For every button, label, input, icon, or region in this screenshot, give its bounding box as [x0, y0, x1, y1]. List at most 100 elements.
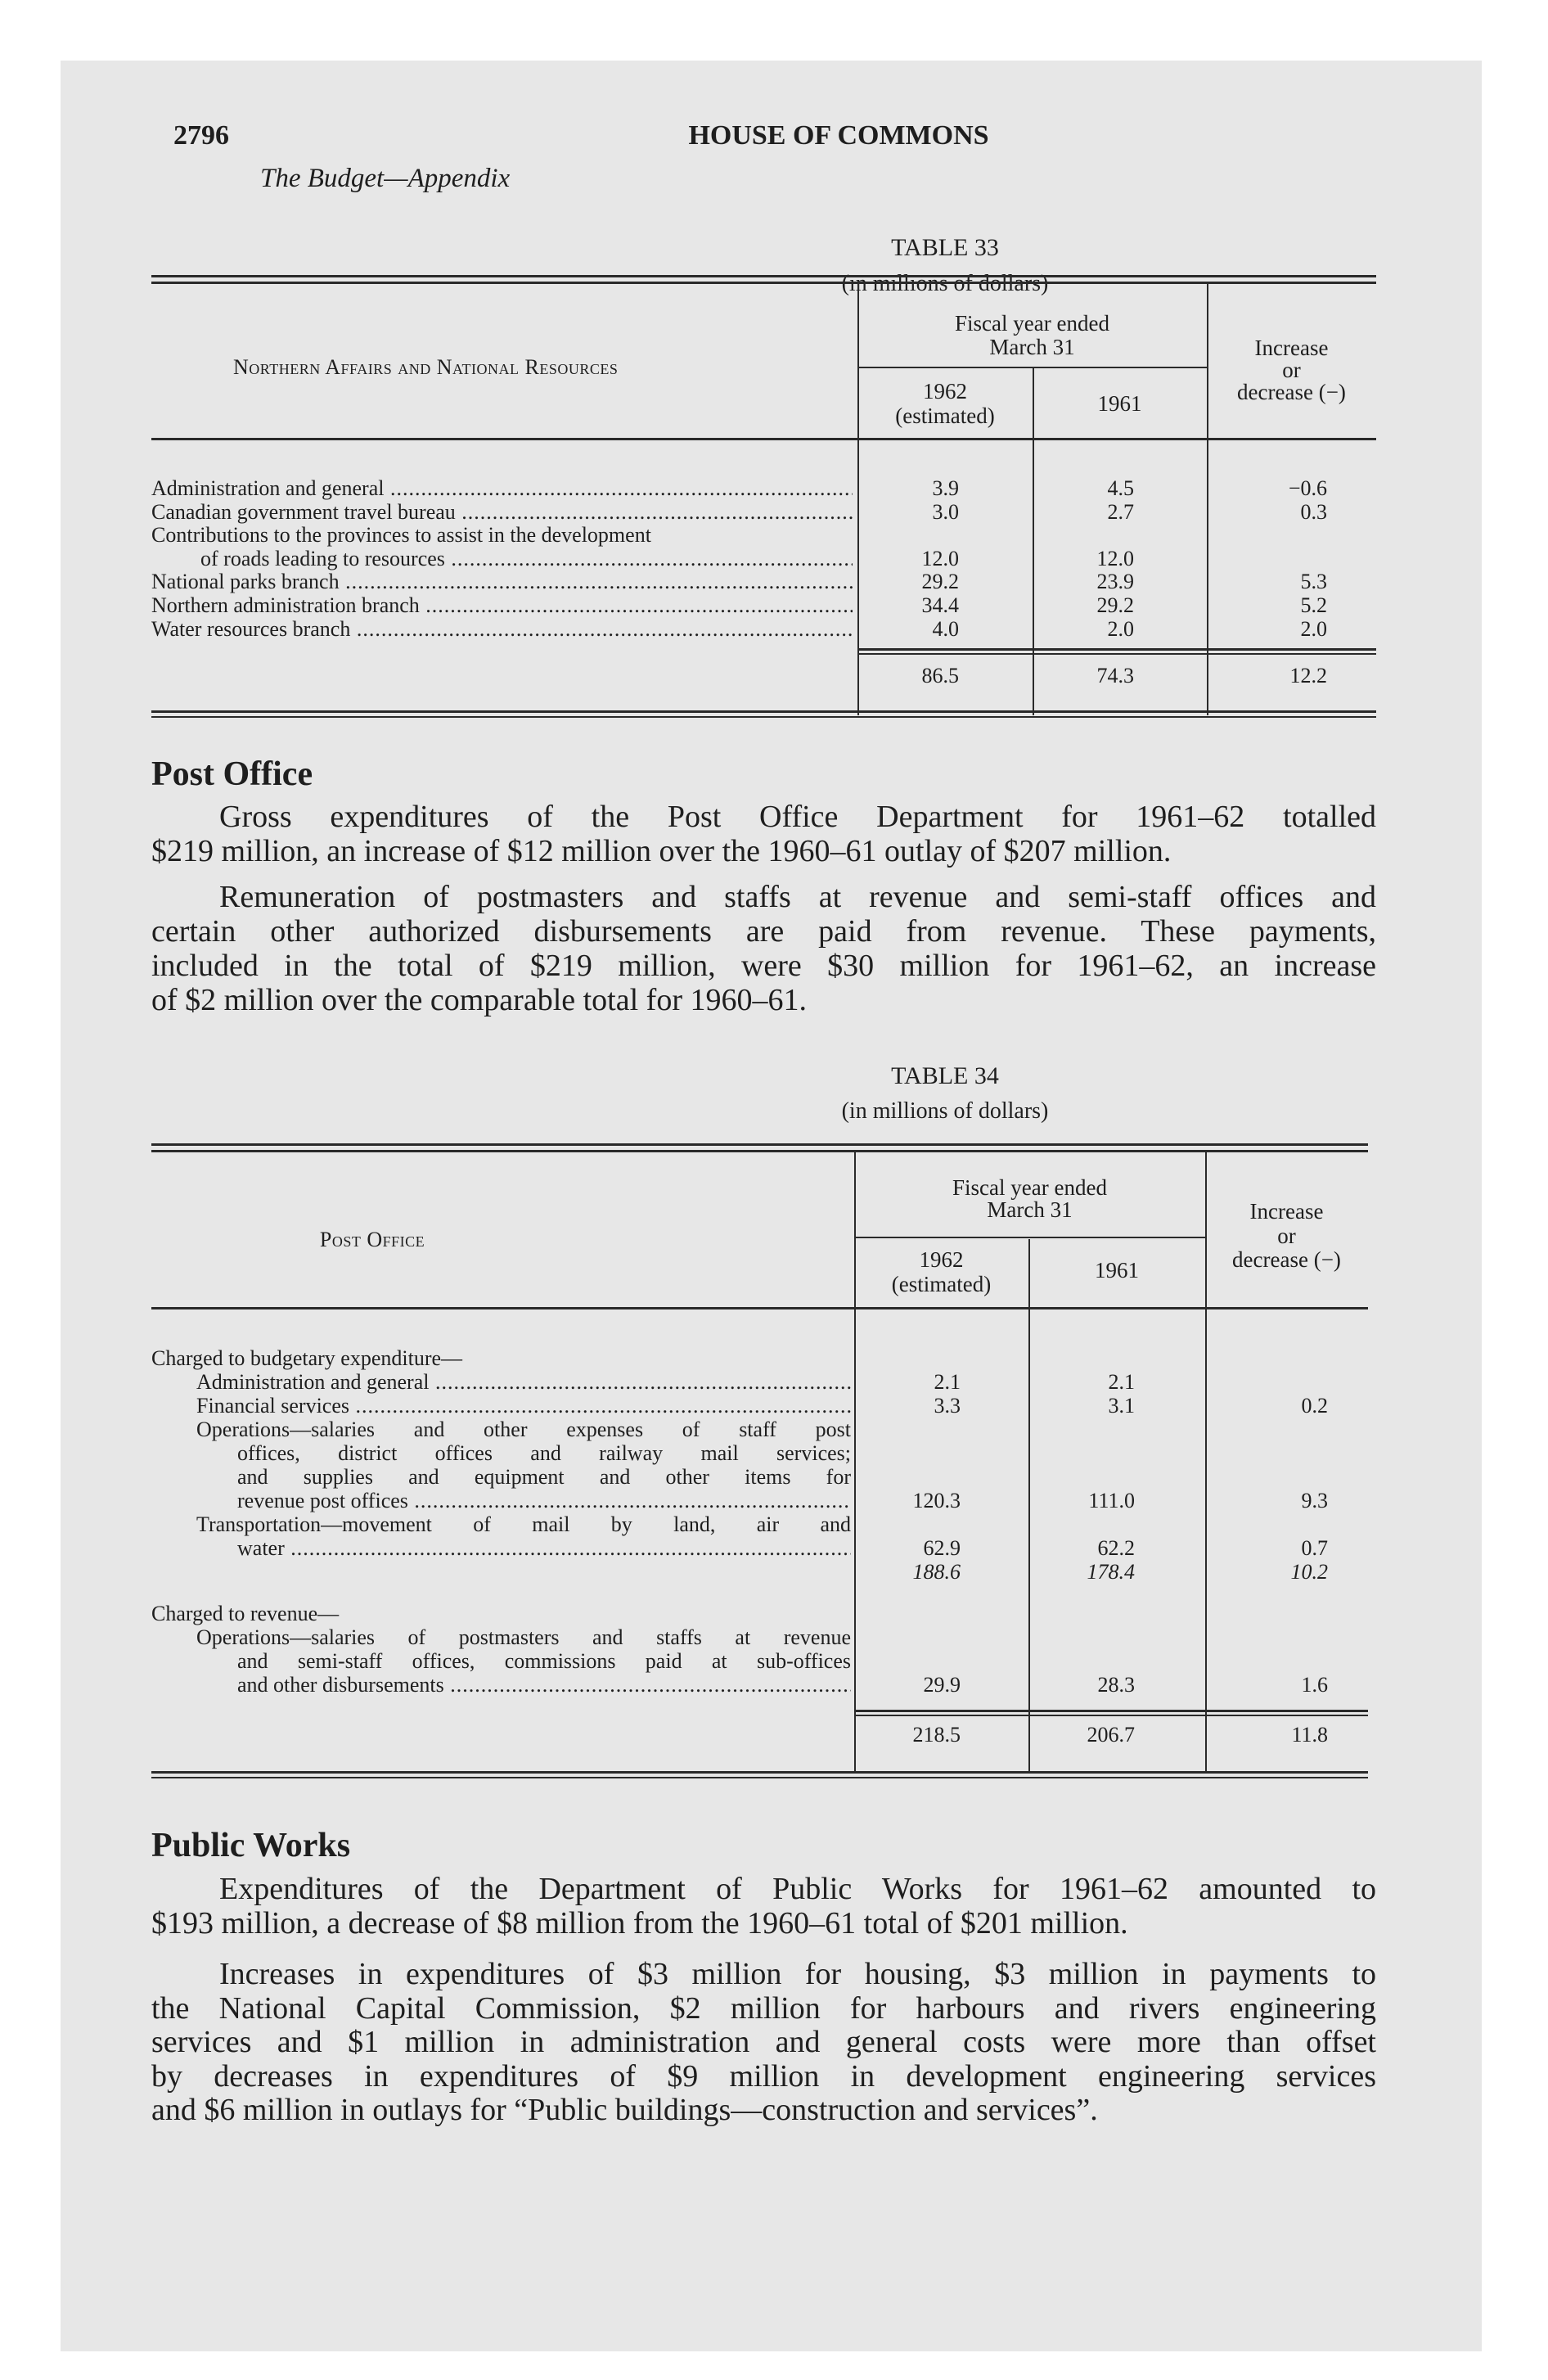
cell-value: 120.3: [912, 1489, 961, 1512]
section-heading: Public Works: [151, 1827, 351, 1864]
column-divider: [1028, 1239, 1030, 1773]
cell-value: 2.1: [934, 1370, 961, 1394]
paragraph-line: included in the total of $219 million, w…: [151, 949, 1376, 983]
paragraph-line: of $2 million over the comparable total …: [151, 983, 807, 1017]
cell-value: 3.0: [932, 499, 960, 524]
rule: [151, 275, 1376, 277]
rule: [854, 1237, 1205, 1238]
cell-value: 3.1: [1108, 1394, 1136, 1418]
cell-value: 0.2: [1301, 1394, 1329, 1418]
row-label: Financial services: [196, 1395, 851, 1418]
group-label: Charged to budgetary expenditure—: [151, 1347, 463, 1370]
cell-value: 4.5: [1107, 476, 1135, 500]
row-label: revenue post offices: [237, 1490, 851, 1512]
fiscal-header: March 31: [987, 1197, 1073, 1222]
rule: [151, 438, 1376, 440]
total-rule: [857, 653, 1376, 655]
paragraph-line: Gross expenditures of the Post Office De…: [219, 800, 1376, 834]
col3-header: Increase: [1249, 1199, 1324, 1224]
total-rule: [854, 1715, 1368, 1716]
paragraph-line: and $6 million in outlays for “Public bu…: [151, 2093, 1098, 2128]
paragraph-line: by decreases in expenditures of $9 milli…: [151, 2058, 1376, 2094]
row-label: Operations—salaries and other expenses o…: [196, 1418, 851, 1441]
col3-header: Increase: [1254, 336, 1329, 360]
rule: [151, 1307, 1368, 1309]
col2-header: 1961: [1097, 391, 1142, 416]
total-value: 86.5: [921, 664, 960, 687]
running-head: HOUSE OF COMMONS: [688, 120, 989, 151]
cell-value: 0.3: [1300, 499, 1328, 524]
table-title: TABLE 34: [891, 1062, 999, 1089]
row-label: Canadian government travel bureau: [151, 501, 853, 524]
cell-value: 111.0: [1088, 1489, 1135, 1512]
col1-header: 1962: [923, 379, 967, 403]
col3-header: decrease (−): [1237, 380, 1346, 404]
rule: [151, 1771, 1368, 1774]
col1-header: 1962: [919, 1247, 964, 1272]
cell-value: 28.3: [1097, 1673, 1136, 1697]
cell-value: 9.3: [1301, 1489, 1329, 1512]
rule: [151, 1150, 1368, 1152]
cell-value: 2.0: [1300, 616, 1328, 641]
paragraph-line: Expenditures of the Department of Public…: [219, 1872, 1376, 1906]
row-label: water: [237, 1537, 851, 1560]
cell-value: 5.3: [1300, 570, 1328, 594]
col3-header: decrease (−): [1232, 1247, 1341, 1272]
page-background: [61, 61, 1482, 2351]
column-divider: [1205, 1152, 1207, 1773]
cell-value: 29.2: [1096, 593, 1135, 617]
cell-value: 1.6: [1301, 1673, 1329, 1697]
row-label: and supplies and equipment and other ite…: [237, 1466, 851, 1489]
cell-value: 12.0: [921, 546, 960, 570]
paragraph-line: Remuneration of postmasters and staffs a…: [219, 880, 1376, 914]
cell-value: 62.2: [1097, 1536, 1136, 1560]
total-value: 218.5: [912, 1723, 961, 1747]
col1-header: (estimated): [895, 403, 995, 428]
subtotal-value: 10.2: [1290, 1560, 1329, 1584]
column-divider: [857, 284, 859, 715]
rule: [151, 716, 1376, 718]
rule: [151, 1777, 1368, 1778]
col2-header: 1961: [1095, 1258, 1139, 1282]
paragraph-line: certain other authorized disbursements a…: [151, 914, 1376, 949]
cell-value: 5.2: [1300, 593, 1328, 617]
row-label: Administration and general: [151, 477, 853, 500]
col3-header: or: [1277, 1224, 1296, 1248]
rule: [151, 710, 1376, 713]
row-label: National parks branch: [151, 570, 853, 593]
paragraph-line: the National Capital Commission, $2 mill…: [151, 1990, 1376, 2026]
cell-value: 2.0: [1107, 616, 1135, 641]
row-label: Water resources branch: [151, 618, 853, 641]
cell-value: 29.2: [921, 570, 960, 594]
table-subtitle: (in millions of dollars): [841, 1098, 1049, 1124]
row-label: Contributions to the provinces to assist…: [151, 524, 651, 548]
total-value: 11.8: [1291, 1723, 1328, 1747]
row-label: Transportation—movement of mail by land,…: [196, 1513, 851, 1536]
cell-value: 0.7: [1301, 1536, 1329, 1560]
page-number: 2796: [173, 120, 229, 151]
section-title: The Budget—Appendix: [260, 164, 511, 193]
paragraph-line: services and $1 million in administratio…: [151, 2025, 1376, 2060]
label-column-header: Post Office: [319, 1228, 425, 1251]
cell-value: 12.0: [1096, 546, 1135, 570]
cell-value: 2.7: [1107, 499, 1135, 524]
subtotal-value: 188.6: [912, 1560, 961, 1584]
fiscal-header: March 31: [989, 335, 1075, 359]
rule: [857, 367, 1207, 368]
rule: [151, 1143, 1368, 1146]
column-divider: [1207, 284, 1208, 715]
rule: [151, 282, 1376, 284]
total-value: 206.7: [1087, 1723, 1136, 1747]
table-title: TABLE 33: [891, 234, 999, 261]
cell-value: 3.9: [932, 476, 960, 500]
fiscal-header: Fiscal year ended: [952, 1175, 1107, 1200]
total-rule: [857, 648, 1376, 651]
cell-value: 23.9: [1096, 570, 1135, 594]
row-label: Operations—salaries of postmasters and s…: [196, 1626, 851, 1649]
cell-value: 29.9: [923, 1673, 961, 1697]
total-rule: [854, 1710, 1368, 1712]
paragraph-line: $193 million, a decrease of $8 million f…: [151, 1905, 1128, 1941]
row-label: of roads leading to resources: [200, 548, 853, 570]
cell-value: 2.1: [1108, 1370, 1136, 1394]
total-value: 74.3: [1096, 664, 1135, 687]
